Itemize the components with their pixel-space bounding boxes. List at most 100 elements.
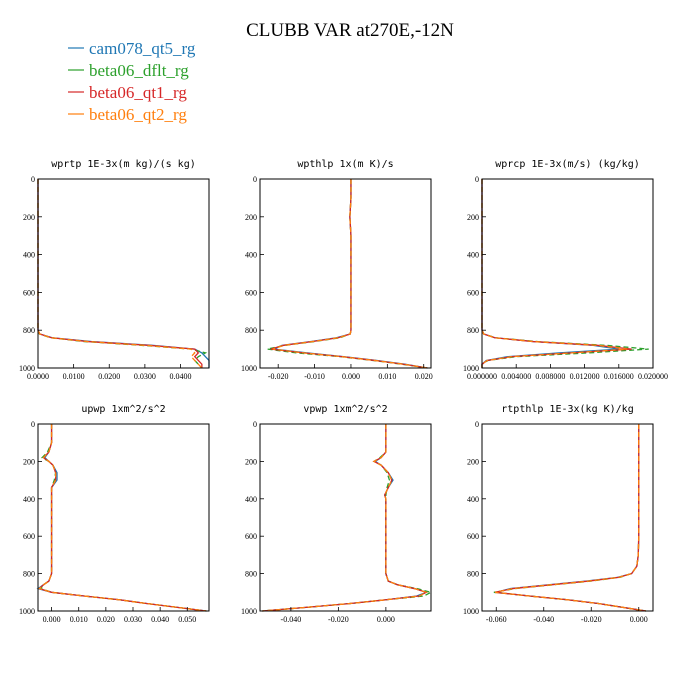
panel-title-1: wpthlp 1x(m K)/s [297,159,393,170]
xtick-label-3-1: 0.010 [70,615,88,624]
xtick-label-3-4: 0.040 [151,615,169,624]
xtick-label-2-0: 0.000000 [467,372,497,381]
series-line-2-2 [481,179,632,368]
xtick-label-1-3: 0.010 [378,372,396,381]
panel-frame-0 [37,178,210,369]
panel-title-2: wprcp 1E-3x(m/s) (kg/kg) [495,159,640,170]
ytick-label-2-5: 1000 [463,364,479,373]
panel-2: wprcp 1E-3x(m/s) (kg/kg) 0 200 400 600 800 100… [463,159,668,381]
xtick-label-3-0: 0.000 [43,615,61,624]
panel-3: upwp 1xm^2/s^2 0 200 400 600 800 1000 0.000 0.01… [19,404,210,624]
xtick-label-2-1: 0.004000 [501,372,531,381]
xtick-label-0-0: 0.0000 [27,372,49,381]
panel-frame-2 [481,178,654,369]
xtick-label-0-1: 0.0100 [63,372,85,381]
xtick-label-4-0: -0.040 [281,615,302,624]
figure-title: CLUBB VAR at270E,-12N [246,20,454,41]
ytick-label-3-2: 400 [23,495,35,504]
series-line-2-1 [481,179,649,368]
ytick-label-4-3: 600 [245,532,257,541]
series-line-4-3 [262,424,428,612]
series-line-5-2 [494,424,646,612]
ytick-label-4-2: 400 [245,495,257,504]
xtick-label-4-2: 0.000 [377,615,395,624]
xtick-label-4-1: -0.020 [328,615,349,624]
series-line-1-3 [272,179,428,369]
series-line-3-2 [38,424,207,612]
ytick-label-2-0: 0 [475,175,479,184]
panel-frame-4 [259,423,432,612]
ytick-label-0-3: 600 [23,288,35,297]
xtick-label-2-5: 0.020000 [638,372,668,381]
xtick-label-3-2: 0.020 [97,615,115,624]
ytick-label-0-0: 0 [31,175,35,184]
ytick-label-0-5: 1000 [19,364,35,373]
panel-5: rtpthlp 1E-3x(kg K)/kg02004006008001000-… [463,404,654,624]
ytick-label-4-1: 200 [245,457,257,466]
ytick-label-1-5: 1000 [241,364,257,373]
xtick-label-0-2: 0.0200 [98,372,120,381]
legend-label-1: beta06_dflt_rg [89,61,189,80]
ytick-label-0-2: 400 [23,251,35,260]
legend: cam078_qt5_rg beta06_dflt_rg beta06_qt1_… [68,39,196,124]
ytick-label-5-1: 200 [467,457,479,466]
xtick-label-2-4: 0.016000 [604,372,634,381]
xtick-label-0-3: 0.0300 [134,372,156,381]
legend-label-3: beta06_qt2_rg [89,105,187,124]
ytick-label-5-3: 600 [467,532,479,541]
ytick-label-0-1: 200 [23,213,35,222]
ytick-label-5-4: 800 [467,570,479,579]
ytick-label-5-0: 0 [475,420,479,429]
ytick-label-1-2: 400 [245,251,257,260]
ytick-label-0-4: 800 [23,326,35,335]
series-line-1-2 [270,179,428,369]
ytick-label-3-3: 600 [23,532,35,541]
ytick-label-5-2: 400 [467,495,479,504]
xtick-label-2-3: 0.012000 [570,372,600,381]
panel-title-3: upwp 1xm^2/s^2 [81,404,165,415]
xtick-label-5-0: -0.060 [486,615,507,624]
ytick-label-3-0: 0 [31,420,35,429]
panel-frame-5 [481,423,654,612]
panel-frame-3 [37,423,210,612]
xtick-label-0-4: 0.0400 [170,372,192,381]
ytick-label-2-2: 400 [467,251,479,260]
panel-title-4: vpwp 1xm^2/s^2 [303,404,387,415]
series-line-0-1 [37,179,208,369]
legend-label-0: cam078_qt5_rg [89,39,196,58]
ytick-label-4-4: 800 [245,570,257,579]
series-line-4-0 [262,424,429,612]
panel-0: wprtp 1E-3x(m kg)/(s kg) 0 200 400 600 800 100… [19,159,210,381]
ytick-label-4-0: 0 [253,420,257,429]
ytick-label-3-1: 200 [23,457,35,466]
ytick-label-4-5: 1000 [241,607,257,616]
series-line-3-3 [38,424,207,612]
ytick-label-1-1: 200 [245,213,257,222]
ytick-label-2-1: 200 [467,213,479,222]
series-line-2-0 [481,179,619,368]
series-line-5-3 [494,424,646,612]
ytick-label-1-4: 800 [245,326,257,335]
panel-4: vpwp 1xm^2/s^2 0 200 400 600 800 1000 -0.040 -0.… [241,404,433,624]
ytick-label-1-3: 600 [245,288,257,297]
xtick-label-5-2: -0.020 [581,615,602,624]
series-line-4-1 [262,424,433,612]
xtick-label-1-1: -0.010 [304,372,325,381]
ytick-label-3-4: 800 [23,570,35,579]
xtick-label-3-5: 0.050 [178,615,196,624]
xtick-label-1-0: -0.020 [268,372,289,381]
xtick-label-2-2: 0.008000 [535,372,565,381]
ytick-label-1-0: 0 [253,175,257,184]
panel-frame-1 [259,178,432,369]
series-line-3-0 [36,424,207,612]
series-line-4-2 [262,424,428,612]
panel-1: wpthlp 1x(m K)/s 0 200 400 600 800 1000 -0.020 -… [241,159,433,381]
legend-label-2: beta06_qt1_rg [89,83,187,102]
ytick-label-3-5: 1000 [19,607,35,616]
xtick-label-1-4: 0.020 [415,372,433,381]
series-line-1-1 [267,179,428,369]
xtick-label-1-2: 0.000 [342,372,360,381]
series-line-3-1 [39,424,207,612]
xtick-label-5-3: 0.000 [630,615,648,624]
